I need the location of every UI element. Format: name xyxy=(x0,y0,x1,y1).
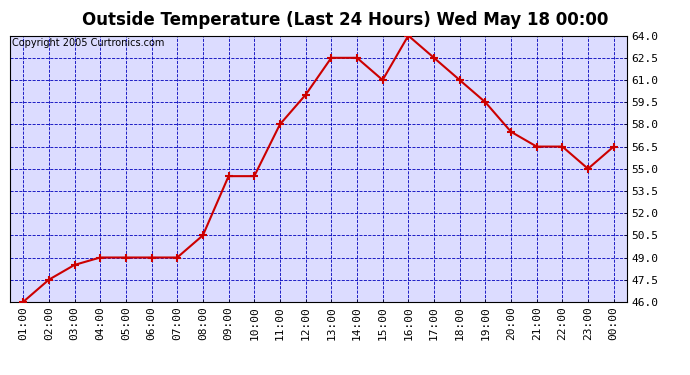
Text: Outside Temperature (Last 24 Hours) Wed May 18 00:00: Outside Temperature (Last 24 Hours) Wed … xyxy=(82,11,608,29)
Text: Copyright 2005 Curtronics.com: Copyright 2005 Curtronics.com xyxy=(12,38,165,48)
